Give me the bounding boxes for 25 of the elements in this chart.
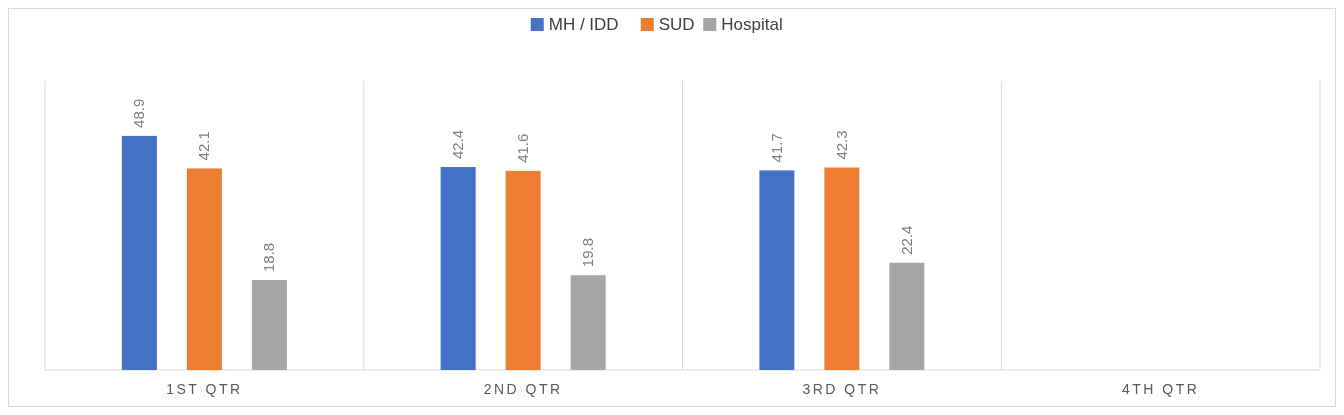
legend-label: SUD bbox=[658, 15, 695, 34]
bar bbox=[251, 280, 287, 370]
bar bbox=[570, 275, 606, 370]
legend-label: MH / IDD bbox=[548, 15, 619, 34]
bar bbox=[121, 135, 157, 370]
data-label: 41.7 bbox=[767, 133, 785, 163]
data-label: 41.6 bbox=[514, 133, 532, 163]
x-tick-label: 4TH QTR bbox=[1121, 381, 1200, 397]
data-label: 18.8 bbox=[260, 242, 278, 272]
data-label: 42.1 bbox=[195, 131, 213, 161]
legend-label: Hospital bbox=[721, 15, 783, 34]
data-label: 22.4 bbox=[897, 225, 915, 255]
data-label: 48.9 bbox=[130, 98, 148, 128]
bar bbox=[824, 167, 860, 370]
bar bbox=[186, 168, 222, 370]
data-label: 42.4 bbox=[449, 129, 467, 160]
data-label: 19.8 bbox=[579, 238, 597, 268]
x-tick-label: 1ST QTR bbox=[166, 381, 243, 397]
x-tick-label: 2ND QTR bbox=[483, 381, 563, 397]
bar bbox=[505, 170, 541, 370]
bar bbox=[889, 262, 925, 370]
bar bbox=[759, 170, 795, 370]
x-tick-label: 3RD QTR bbox=[802, 381, 882, 397]
bar bbox=[440, 167, 476, 370]
data-label: 42.3 bbox=[832, 130, 850, 160]
